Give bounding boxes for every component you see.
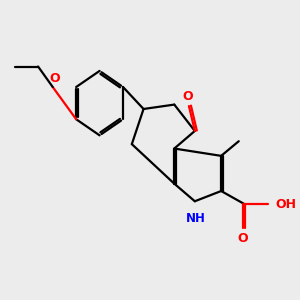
Text: OH: OH <box>275 198 296 211</box>
Text: NH: NH <box>185 212 205 224</box>
Text: O: O <box>50 72 60 85</box>
Text: O: O <box>238 232 248 245</box>
Text: O: O <box>182 89 193 103</box>
